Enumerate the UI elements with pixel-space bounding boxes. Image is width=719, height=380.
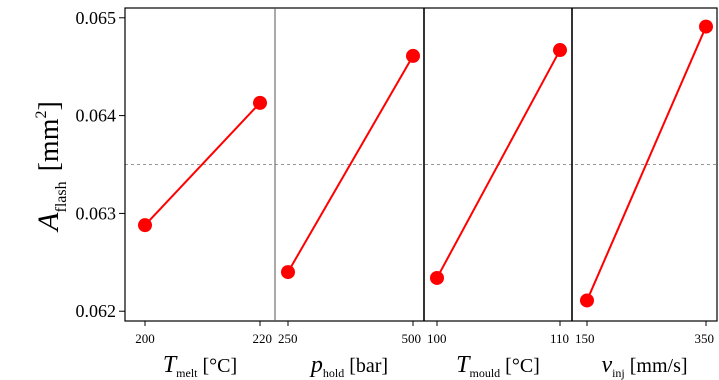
series-line [586, 26, 707, 301]
panel-3: 100 110 Tmould [°C] [427, 43, 569, 380]
y-tick-label: 0.063 [76, 203, 117, 223]
data-point [138, 218, 152, 233]
x-tick-label: 200 [135, 331, 155, 346]
x-tick-label: 250 [278, 331, 298, 346]
x-tick-label: 220 [253, 331, 273, 346]
data-point [699, 19, 713, 34]
series-line [287, 55, 414, 273]
x-axis-label: vinj [mm/s] [601, 352, 687, 380]
y-tick-label: 0.065 [76, 8, 117, 28]
x-tick-label: 500 [402, 331, 422, 346]
x-tick-label: 150 [575, 331, 595, 346]
data-point [553, 43, 567, 58]
series-line [436, 49, 561, 279]
panel-1: 200 220 Tmelt [°C] [135, 95, 273, 380]
x-axis-label: Tmelt [°C] [163, 352, 237, 380]
data-point [430, 270, 444, 285]
data-point [253, 95, 267, 110]
y-axis-label: Aflash[mm2] [32, 101, 70, 233]
x-tick-label: 110 [550, 331, 569, 346]
series-line [144, 102, 261, 226]
plot-frame [124, 7, 718, 322]
data-point [281, 265, 295, 280]
x-axis-label: Tmould [°C] [456, 352, 540, 380]
x-tick-label: 350 [695, 331, 715, 346]
y-tick-label: 0.064 [76, 106, 117, 126]
data-point [580, 293, 594, 308]
panel-2: 250 500 phold [bar] [278, 48, 422, 380]
panel-4: 150 350 vinj [mm/s] [575, 19, 715, 380]
x-axis-label: phold [bar] [309, 352, 388, 380]
x-tick-label: 100 [427, 331, 447, 346]
y-tick-label: 0.062 [76, 301, 117, 321]
data-point [406, 48, 420, 63]
